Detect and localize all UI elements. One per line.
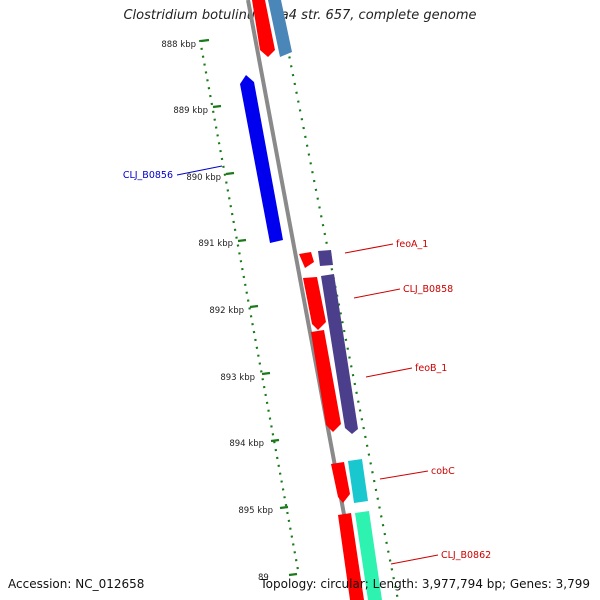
gene-label-clj-b0862[interactable]: CLJ_B0862 [441,550,491,561]
gene-feob-1-cds[interactable] [311,330,341,432]
gene-feoa-1-cds[interactable] [299,252,314,268]
gene-clj-b0858-cds[interactable] [303,277,326,330]
gene-clj-b0856[interactable] [240,75,283,243]
tick-mark [237,238,247,243]
tick-mark [288,572,298,577]
tick-mark [225,171,235,176]
tick-label: 889 kbp [173,106,208,116]
gene-label-clj-b0858[interactable]: CLJ_B0858 [403,284,453,295]
tick-label: 894 kbp [229,439,264,449]
label-leader-clj-b0856 [176,165,223,176]
gene-cds-top-red[interactable] [252,0,275,57]
gene-label-feoa-1[interactable]: feoA_1 [396,239,428,250]
gene-label-clj-b0856[interactable]: CLJ_B0856 [123,170,173,181]
gene-label-cobc[interactable]: cobC [431,466,455,477]
label-leader-clj-b0858 [353,288,401,299]
tick-mark [270,438,280,443]
gene-cobc[interactable] [348,459,368,503]
gene-feoa-1[interactable] [318,250,333,266]
label-leader-cobc [379,470,429,480]
genome-summary-text: Topology: circular; Length: 3,977,794 bp… [260,577,590,591]
major-ticks [200,38,298,577]
gene-feob-1[interactable] [321,274,358,434]
label-leader-feoa-1 [344,243,394,254]
tick-labels: 888 kbp 889 kbp 890 kbp 891 kbp 892 kbp … [161,40,273,583]
tick-ring-left [198,39,300,571]
tick-label: 891 kbp [198,239,233,249]
tick-mark [249,304,259,309]
label-leader-feob-1 [365,367,413,378]
tick-mark [261,371,271,376]
tick-label: 89 [258,573,269,583]
accession-text: Accession: NC_012658 [8,577,145,591]
label-leader-clj-b0862 [390,554,439,565]
tick-label: 895 kbp [238,506,273,516]
tick-label: 892 kbp [209,306,244,316]
gene-clj-b0862[interactable] [355,511,382,600]
tick-label: 888 kbp [161,40,196,50]
gene-labels: CLJ_B0856 feoA_1 CLJ_B0858 feoB_1 cobC C… [123,170,491,561]
tick-mark [279,505,289,510]
genome-title: Clostridium botulinum Ba4 str. 657, comp… [123,8,477,23]
tick-label: 893 kbp [220,373,255,383]
gene-label-feob-1[interactable]: feoB_1 [415,363,447,374]
gene-cobc-cds[interactable] [331,462,350,503]
tick-ring-right [282,29,400,600]
tick-mark [212,104,222,109]
gene-top-steel[interactable] [268,0,292,57]
tick-label: 890 kbp [186,173,221,183]
tick-mark [200,38,210,43]
gene-clj-b0862-cds[interactable] [338,513,364,600]
